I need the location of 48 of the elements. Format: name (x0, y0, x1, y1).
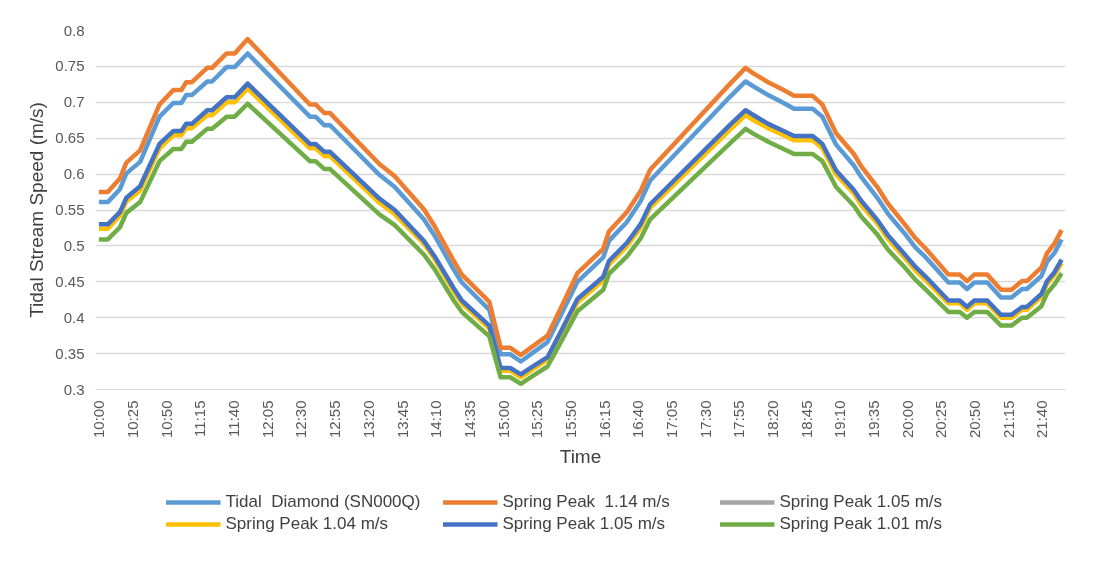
x-tick-label: 10:25 (124, 400, 142, 439)
y-tick-label: 0.75 (55, 57, 85, 75)
x-tick-label: 17:30 (696, 400, 714, 439)
legend-label: Tidal Diamond (SN000Q) (225, 491, 422, 512)
legend-label: Spring Peak 1.05 m/s (502, 513, 667, 534)
x-tick-label: 13:20 (359, 400, 377, 439)
legend-label: Spring Peak 1.05 m/s (779, 491, 944, 512)
x-tick-label: 10:50 (157, 400, 175, 439)
x-tick-label: 15:00 (494, 400, 512, 439)
x-tick-label: 20:50 (966, 400, 984, 439)
x-tick-label: 12:30 (292, 400, 310, 439)
y-tick-label: 0.3 (63, 380, 85, 398)
y-tick-label: 0.7 (63, 93, 85, 111)
y-tick-label: 0.65 (55, 129, 85, 147)
legend-label: Spring Peak 1.04 m/s (225, 513, 390, 534)
x-tick-label: 11:40 (225, 400, 243, 437)
y-axis-title: Tidal Stream Speed (m/s) (26, 102, 48, 318)
x-tick-label: 10:00 (90, 400, 108, 439)
x-axis-title: Time (559, 446, 602, 468)
y-tick-label: 0.6 (63, 165, 85, 183)
x-tick-label: 18:45 (797, 400, 815, 439)
y-tick-label: 0.5 (63, 236, 85, 254)
x-tick-label: 14:35 (460, 400, 478, 439)
x-tick-label: 21:15 (999, 400, 1017, 439)
x-tick-label: 20:25 (932, 400, 950, 439)
y-tick-label: 0.45 (55, 272, 85, 290)
y-tick-label: 0.35 (55, 344, 85, 362)
x-tick-label: 12:55 (326, 400, 344, 439)
x-tick-label: 16:40 (629, 400, 647, 439)
legend-label: Spring Peak 1.14 m/s (502, 491, 671, 512)
x-tick-label: 14:10 (427, 400, 445, 439)
x-tick-label: 19:10 (831, 400, 849, 439)
legend-label: Spring Peak 1.01 m/s (779, 513, 944, 534)
x-tick-label: 20:00 (898, 400, 916, 439)
x-tick-label: 17:55 (730, 400, 748, 439)
x-tick-label: 11:15 (191, 400, 209, 437)
x-tick-label: 18:20 (763, 400, 781, 439)
y-tick-label: 0.4 (63, 308, 85, 326)
x-tick-label: 13:45 (393, 400, 411, 439)
x-tick-label: 15:50 (561, 400, 579, 439)
y-tick-label: 0.8 (63, 21, 85, 39)
x-tick-label: 17:05 (662, 400, 680, 439)
x-tick-label: 15:25 (528, 400, 546, 439)
x-tick-label: 21:40 (1033, 400, 1051, 439)
x-tick-label: 16:15 (595, 400, 613, 439)
y-tick-label: 0.55 (55, 201, 85, 218)
x-tick-label: 19:35 (865, 400, 883, 439)
x-tick-label: 12:05 (258, 400, 276, 439)
